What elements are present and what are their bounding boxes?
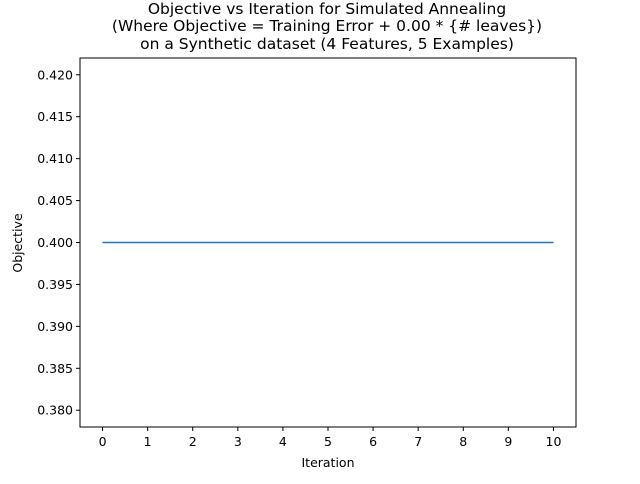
y-tick-label: 0.410 xyxy=(37,151,73,166)
y-tick-label: 0.380 xyxy=(37,403,73,418)
y-tick-label: 0.395 xyxy=(37,277,73,292)
x-tick-label: 7 xyxy=(414,434,422,449)
x-axis: 0 1 2 3 4 5 6 7 8 9 10 xyxy=(99,427,562,449)
x-tick-label: 8 xyxy=(459,434,467,449)
y-axis-label: Objective xyxy=(10,213,25,273)
y-tick-label: 0.415 xyxy=(37,109,73,124)
y-tick-label: 0.385 xyxy=(37,361,73,376)
x-tick-label: 1 xyxy=(144,434,152,449)
chart-title: Objective vs Iteration for Simulated Ann… xyxy=(112,0,542,53)
x-tick-label: 3 xyxy=(234,434,242,449)
x-tick-label: 0 xyxy=(99,434,107,449)
chart-title-line-2: (Where Objective = Training Error + 0.00… xyxy=(112,17,542,35)
x-axis-label: Iteration xyxy=(301,455,354,470)
chart-title-line-1: Objective vs Iteration for Simulated Ann… xyxy=(148,0,506,18)
x-tick-label: 5 xyxy=(324,434,332,449)
y-tick-label: 0.390 xyxy=(37,319,73,334)
y-axis: 0.380 0.385 0.390 0.395 0.400 0.405 0.410 0.415… xyxy=(37,67,80,418)
chart-title-line-3: on a Synthetic dataset (4 Features, 5 Ex… xyxy=(140,35,514,53)
y-tick-label: 0.405 xyxy=(37,193,73,208)
x-tick-label: 9 xyxy=(504,434,512,449)
y-tick-label: 0.400 xyxy=(37,235,73,250)
x-tick-label: 4 xyxy=(279,434,287,449)
x-tick-label: 6 xyxy=(369,434,377,449)
x-tick-label: 2 xyxy=(189,434,197,449)
y-tick-label: 0.420 xyxy=(37,67,73,82)
x-tick-label: 10 xyxy=(546,434,562,449)
